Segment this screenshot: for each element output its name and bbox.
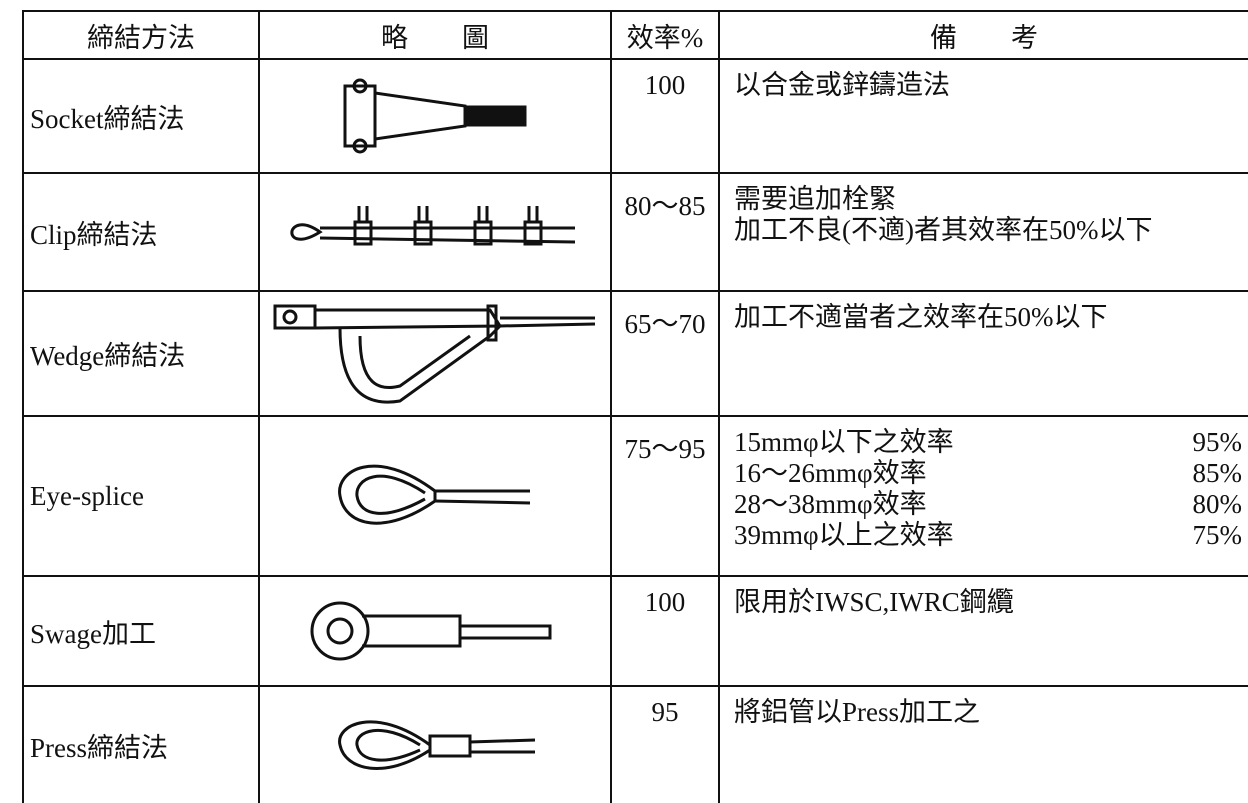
efficiency: 100	[610, 575, 720, 687]
method: Eye-splice	[22, 415, 260, 577]
clip-sketch	[290, 206, 576, 246]
method: Wedge締結法	[22, 290, 260, 417]
remarks: 需要追加栓緊 加工不良(不適)者其效率在50%以下	[718, 172, 1248, 292]
wedge-sketch	[273, 304, 596, 404]
method: Swage加工	[22, 575, 260, 687]
sketch	[258, 58, 612, 174]
remark-text: 39mmφ以上之效率	[734, 520, 954, 550]
header-row: 締結方法 略 圖 效率% 備 考	[22, 10, 1248, 60]
remark-text: 16～26mmφ效率	[734, 458, 927, 488]
remark-line: 15mmφ以下之效率 95%	[734, 427, 1242, 458]
efficiency: 100	[610, 58, 720, 174]
sketch	[258, 575, 612, 687]
header-cell: 略 圖	[258, 10, 612, 60]
swage-sketch	[310, 601, 552, 661]
remark-value: 80%	[1192, 489, 1243, 519]
remarks: 15mmφ以下之效率 95% 16～26mmφ效率 85% 28～38mmφ效率 80…	[718, 415, 1248, 577]
remark-line: 加工不適當者之效率在50%以下	[734, 302, 1108, 332]
row: Swage加工 100 限用於IWSC,IWRC鋼纜	[22, 575, 1248, 687]
socket-sketch	[343, 78, 527, 154]
efficiency: 75～95	[610, 415, 720, 577]
remark-line: 將鋁管以Press加工之	[734, 697, 981, 727]
remark-line: 加工不良(不適)者其效率在50%以下	[734, 215, 1153, 245]
remark-value: 95%	[1192, 427, 1243, 457]
row: Eye-splice 75～95 15mmφ以下之效率 95% 16～26mmφ效…	[22, 415, 1248, 577]
remark-line: 16～26mmφ效率 85%	[734, 458, 1242, 489]
row: Socket締結法 100 以合金或鋅鑄造法	[22, 58, 1248, 174]
method: Clip締結法	[22, 172, 260, 292]
efficiency: 95	[610, 685, 720, 803]
row: Press締結法 95 將鋁管以Press加工之	[22, 685, 1248, 803]
header-cell: 效率%	[610, 10, 720, 60]
row: Wedge締結法 65～70 加工不適當者之效率在50%以下	[22, 290, 1248, 417]
sketch	[258, 172, 612, 292]
header-cell: 備 考	[718, 10, 1248, 60]
remark-line: 28～38mmφ效率 80%	[734, 489, 1242, 520]
table: 締結方法 略 圖 效率% 備 考 Socket締結法 100 以合金或鋅鑄造法 …	[22, 10, 1248, 803]
sketch	[258, 290, 612, 417]
method: Press締結法	[22, 685, 260, 803]
sketch	[258, 415, 612, 577]
remarks: 將鋁管以Press加工之	[718, 685, 1248, 803]
remark-line: 39mmφ以上之效率 75%	[734, 520, 1242, 551]
header-cell: 締結方法	[22, 10, 260, 60]
remark-line: 需要追加栓緊	[734, 184, 896, 214]
efficiency: 80～85	[610, 172, 720, 292]
remark-text: 28～38mmφ效率	[734, 489, 927, 519]
method: Socket締結法	[22, 58, 260, 174]
remarks: 加工不適當者之效率在50%以下	[718, 290, 1248, 417]
press-sketch	[338, 720, 536, 770]
remarks: 以合金或鋅鑄造法	[718, 58, 1248, 174]
remark-line: 限用於IWSC,IWRC鋼纜	[734, 587, 1014, 617]
remark-value: 85%	[1192, 458, 1243, 488]
eye-splice-sketch	[338, 464, 531, 525]
efficiency: 65～70	[610, 290, 720, 417]
remark-line: 以合金或鋅鑄造法	[734, 70, 950, 100]
row: Clip締結法 80～85 需要追加栓緊 加工不良(不適)者其效率在50%以下	[22, 172, 1248, 292]
remarks: 限用於IWSC,IWRC鋼纜	[718, 575, 1248, 687]
sketch	[258, 685, 612, 803]
remark-text: 15mmφ以下之效率	[734, 427, 954, 457]
remark-value: 75%	[1192, 520, 1243, 550]
